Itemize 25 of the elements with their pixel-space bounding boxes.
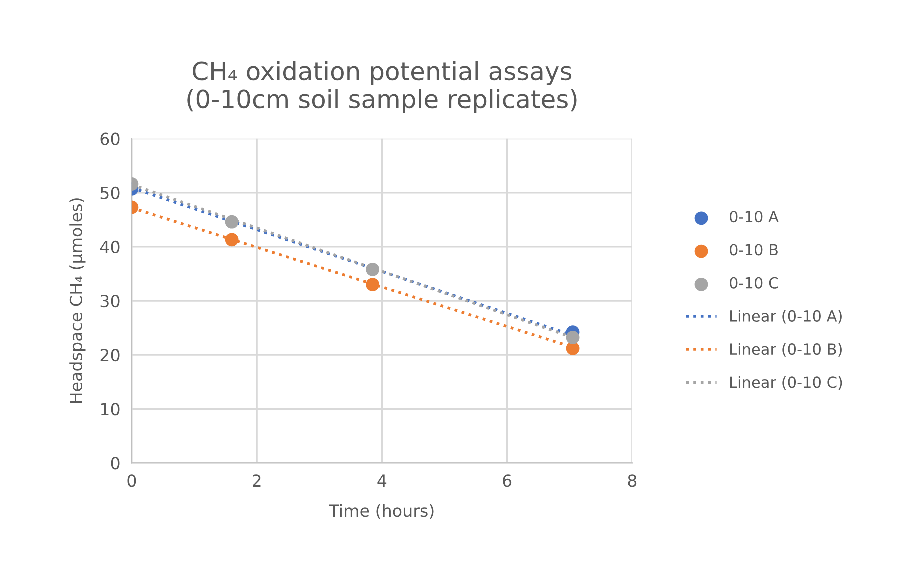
- y-tick-label: 40: [100, 240, 120, 254]
- x-tick-label: 2: [252, 474, 261, 487]
- legend-label: Linear (0-10 B): [730, 343, 842, 357]
- legend-label: Linear (0-10 C): [730, 376, 842, 390]
- x-tick-label: 8: [628, 474, 637, 488]
- point: [366, 262, 380, 276]
- legend-label: 0-10 C: [730, 277, 778, 289]
- point: [566, 342, 580, 356]
- x-tick-label: 4: [378, 474, 387, 487]
- y-tick-label: 20: [100, 349, 120, 362]
- y-tick-label: 10: [101, 403, 120, 416]
- legend-label: Linear (0-10 A): [730, 310, 842, 324]
- y-tick-label: 30: [100, 294, 120, 308]
- y-tick-label: 50: [100, 186, 120, 200]
- x-tick-label: 0: [128, 474, 136, 488]
- point: [366, 278, 380, 292]
- legend-label: 0-10 A: [730, 211, 779, 223]
- legend-label: 0-10 B: [730, 244, 778, 256]
- y-tick-label: 60: [100, 132, 120, 146]
- y-tick-label: 0: [111, 457, 120, 470]
- point: [566, 331, 580, 344]
- x-axis-title: Time (hours): [329, 504, 434, 520]
- chart-title: CH₄ oxidation potential assays (0-10cm soil sample replicates): [188, 61, 577, 114]
- y-axis-title: Headspace CH₄ (µmoles): [70, 198, 86, 404]
- x-tick-label: 6: [503, 474, 512, 488]
